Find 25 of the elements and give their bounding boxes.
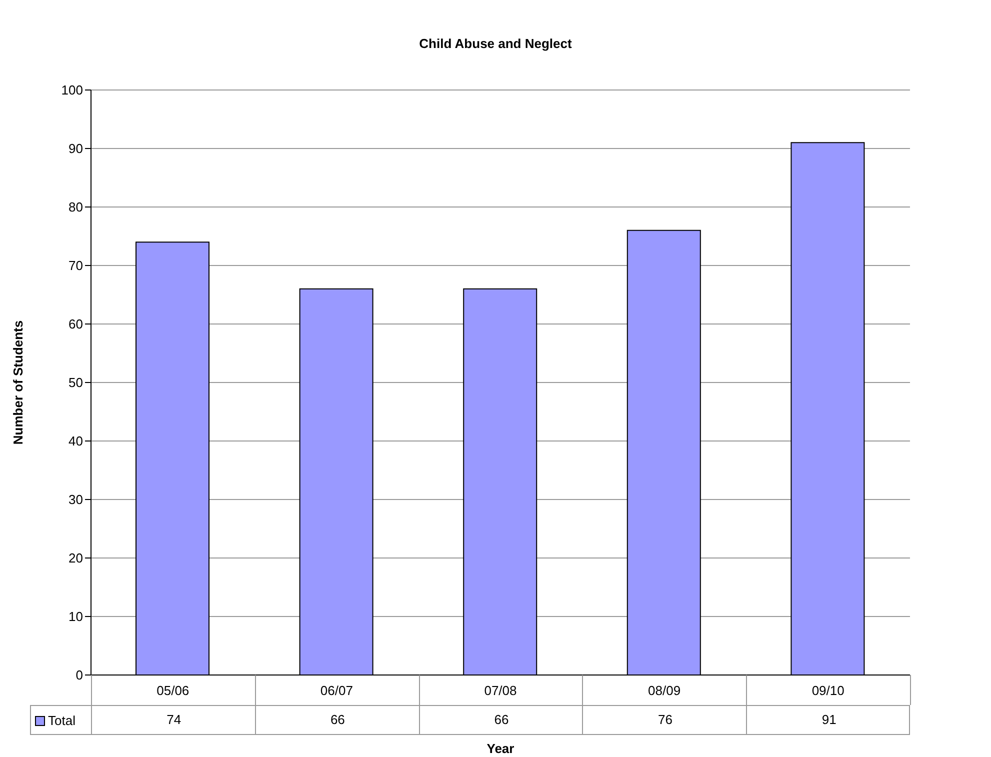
y-tick-label: 0 [76,668,83,683]
x-tick-label: 07/08 [484,683,517,698]
data-label: 91 [746,706,911,734]
x-tick-label: 09/10 [812,683,844,698]
data-label: 66 [418,706,584,734]
x-tick-label: 06/07 [320,683,353,698]
y-tick-label: 70 [68,258,83,274]
data-label: 66 [254,706,420,734]
y-axis-title: Number of Students [10,320,26,445]
y-tick-label: 50 [68,375,83,390]
y-tick-label: 20 [68,550,83,566]
y-tick-label: 80 [68,200,83,215]
y-tick-label: 100 [61,82,83,98]
legend-label: Total [48,713,76,728]
x-axis-title: Year [486,741,516,756]
y-tick-label: 40 [68,434,83,449]
y-tick-label: 90 [68,141,83,156]
y-tick-label: 60 [68,316,83,332]
data-label: 74 [91,706,256,734]
y-tick-label: 30 [68,492,83,508]
x-tick-label: 05/06 [156,683,190,698]
data-label: 76 [582,706,748,734]
x-tick-label: 08/09 [648,683,681,698]
y-tick-label: 10 [68,609,83,624]
chart-title: Child Abuse and Neglect [418,36,573,51]
